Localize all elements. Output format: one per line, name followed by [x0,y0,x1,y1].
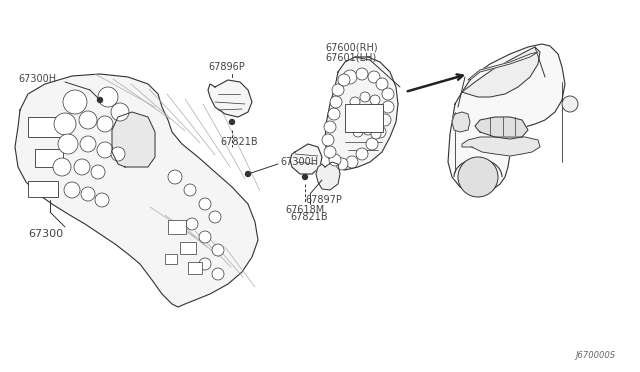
Circle shape [330,96,342,108]
Circle shape [63,90,87,114]
Circle shape [363,125,373,135]
Text: 67600(RH): 67600(RH) [325,42,378,52]
Circle shape [322,134,334,146]
Circle shape [562,96,578,112]
Circle shape [186,218,198,230]
Polygon shape [452,112,470,132]
Circle shape [343,70,357,84]
Polygon shape [462,137,540,156]
Bar [165,254,177,264]
Circle shape [209,211,221,223]
Circle shape [199,231,211,243]
Polygon shape [316,162,340,190]
Circle shape [212,268,224,280]
Circle shape [97,116,113,132]
Bar [188,262,202,274]
Circle shape [373,112,383,122]
Text: 67821B: 67821B [290,212,328,222]
Text: 67897P: 67897P [305,195,342,205]
Bar [28,181,58,197]
Circle shape [230,119,234,125]
Circle shape [184,184,196,196]
Polygon shape [208,80,252,117]
Circle shape [338,74,350,86]
Text: 67821B: 67821B [220,137,258,147]
Circle shape [79,111,97,129]
Circle shape [350,97,360,107]
Circle shape [98,87,118,107]
Circle shape [336,158,348,170]
Circle shape [97,97,102,103]
Circle shape [111,147,125,161]
Circle shape [366,138,378,150]
Text: 67300: 67300 [28,229,63,239]
Polygon shape [448,44,565,192]
Circle shape [212,244,224,256]
Circle shape [376,78,388,90]
Circle shape [329,154,341,166]
Circle shape [382,88,394,100]
Circle shape [356,148,368,160]
Circle shape [54,113,76,135]
Circle shape [374,126,386,138]
Circle shape [81,187,95,201]
Circle shape [360,92,370,102]
Text: J670000S: J670000S [575,351,615,360]
Bar [28,117,63,137]
Circle shape [382,101,394,113]
Circle shape [379,114,391,126]
Circle shape [199,258,211,270]
Bar [168,220,186,234]
Circle shape [332,84,344,96]
Circle shape [368,71,380,83]
Circle shape [353,127,363,137]
Polygon shape [468,52,538,80]
Circle shape [303,174,307,180]
Circle shape [91,165,105,179]
Polygon shape [325,57,398,170]
Circle shape [168,170,182,184]
Polygon shape [290,144,322,174]
Circle shape [58,134,78,154]
Circle shape [111,103,129,121]
Circle shape [458,157,498,197]
Circle shape [199,198,211,210]
Bar [35,149,63,167]
Circle shape [53,158,71,176]
Circle shape [363,109,373,119]
Circle shape [356,68,368,80]
Circle shape [97,142,113,158]
Polygon shape [15,74,258,307]
Circle shape [353,112,363,122]
Text: 67618M: 67618M [285,205,324,215]
Circle shape [324,121,336,133]
Circle shape [95,193,109,207]
Circle shape [64,182,80,198]
Circle shape [328,108,340,120]
Circle shape [370,95,380,105]
Circle shape [346,156,358,168]
Circle shape [371,129,381,139]
Polygon shape [462,47,540,97]
Circle shape [324,146,336,158]
Polygon shape [112,112,155,167]
Text: 67896P: 67896P [208,62,244,72]
Text: 67300H: 67300H [18,74,56,84]
Circle shape [246,171,250,176]
Circle shape [74,159,90,175]
Bar [180,242,196,254]
Circle shape [80,136,96,152]
Text: 67300H: 67300H [280,157,318,167]
Polygon shape [475,117,528,139]
Text: 67601(LH): 67601(LH) [325,52,376,62]
Bar [345,104,383,132]
